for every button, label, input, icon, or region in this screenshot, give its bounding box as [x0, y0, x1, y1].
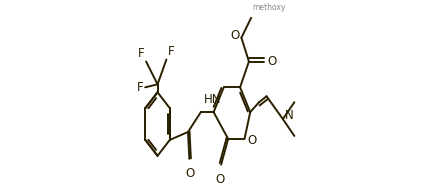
Text: F: F [138, 46, 145, 60]
Text: O: O [267, 55, 277, 68]
Text: N: N [285, 109, 293, 122]
Text: F: F [168, 45, 175, 58]
Text: O: O [215, 173, 225, 186]
Text: methoxy: methoxy [252, 3, 285, 12]
Text: O: O [248, 134, 257, 147]
Text: F: F [137, 81, 143, 94]
Text: HN: HN [204, 93, 222, 106]
Text: O: O [230, 29, 239, 42]
Text: O: O [185, 167, 194, 180]
